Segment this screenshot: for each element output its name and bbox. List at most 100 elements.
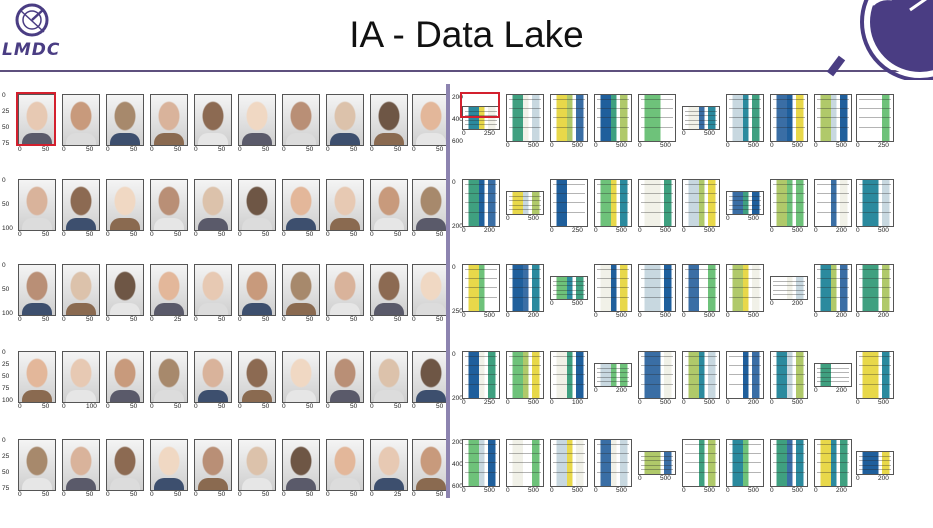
face-thumbnail [370, 179, 408, 231]
doc-y-tick: 0 [452, 264, 456, 271]
document-line [773, 356, 805, 357]
face-x-tick: 0 [150, 491, 154, 498]
document-thumbnail [550, 94, 588, 142]
document-line [859, 469, 891, 471]
face-x-tick: 0 [194, 146, 198, 153]
document-line [465, 124, 497, 126]
doc-x-tick: 0 [462, 399, 466, 406]
document-line [509, 209, 541, 211]
face-thumbnail [150, 179, 188, 231]
doc-x-tick: 0 [638, 399, 642, 406]
face-y-tick: 25 [2, 108, 10, 115]
doc-x-tick: 200 [528, 312, 539, 319]
face-shoulders [374, 218, 404, 230]
doc-x-tick: 500 [748, 142, 759, 149]
document-line [859, 99, 891, 100]
document-line [465, 211, 497, 213]
doc-x-tick: 500 [528, 399, 539, 406]
face-thumbnail [412, 351, 450, 403]
doc-y-tick: 250 [452, 308, 463, 315]
doc-x-tick: 500 [748, 215, 759, 222]
doc-x-tick: 200 [878, 475, 889, 482]
face-x-tick: 50 [86, 146, 94, 153]
doc-y-tick: 200 [452, 94, 463, 101]
face-shoulders [242, 133, 272, 145]
document-line [685, 471, 717, 473]
face-x-tick: 50 [262, 146, 270, 153]
face-shoulders [154, 478, 184, 490]
face-x-tick: 0 [18, 231, 22, 238]
panel-divider [446, 84, 450, 498]
face-x-tick: 50 [218, 146, 226, 153]
document-thumbnail [462, 351, 500, 399]
document-line [817, 211, 849, 213]
document-line [685, 115, 717, 117]
face-shoulders [374, 390, 404, 402]
document-line [859, 202, 891, 204]
face-x-tick: 0 [106, 491, 110, 498]
doc-y-tick: 200 [452, 439, 463, 446]
document-line [509, 117, 541, 119]
face-x-tick: 50 [42, 403, 50, 410]
document-thumbnail [462, 106, 500, 130]
doc-x-tick: 0 [594, 312, 598, 319]
document-line [817, 376, 849, 378]
face-shoulders [198, 133, 228, 145]
face-x-tick: 25 [394, 491, 402, 498]
face-thumbnail [370, 94, 408, 146]
document-line [597, 453, 629, 455]
document-line [729, 200, 761, 202]
face-thumbnail [238, 264, 276, 316]
doc-x-tick: 0 [770, 300, 774, 307]
document-thumbnail [462, 439, 500, 487]
logo-text: LMDC [2, 40, 61, 60]
document-line [597, 296, 629, 298]
document-line [859, 278, 891, 280]
document-line [729, 196, 761, 197]
face-x-tick: 50 [130, 316, 138, 323]
doc-x-tick: 500 [660, 142, 671, 149]
document-line [817, 372, 849, 374]
face-shoulders [330, 303, 360, 315]
document-thumbnail [770, 94, 808, 142]
face-x-tick: 50 [42, 316, 50, 323]
lmdc-logo-icon [15, 3, 49, 37]
doc-x-tick: 500 [704, 399, 715, 406]
face-y-tick: 100 [2, 310, 13, 317]
face-x-tick: 0 [238, 146, 242, 153]
document-line [773, 383, 805, 385]
face-x-tick: 50 [394, 146, 402, 153]
doc-x-tick: 500 [792, 142, 803, 149]
doc-x-tick: 200 [878, 312, 889, 319]
face-shoulders [242, 478, 272, 490]
document-line [773, 285, 805, 287]
document-line [597, 99, 629, 100]
doc-x-tick: 500 [616, 227, 627, 234]
face-x-tick: 50 [350, 146, 358, 153]
document-line [553, 444, 585, 445]
face-thumbnail [282, 351, 320, 403]
face-x-tick: 0 [62, 491, 66, 498]
document-line [597, 184, 629, 185]
document-line [817, 368, 849, 369]
face-thumbnail [412, 264, 450, 316]
document-line [553, 193, 585, 195]
face-x-tick: 0 [412, 231, 416, 238]
document-line [685, 453, 717, 455]
doc-y-tick: 200 [452, 395, 463, 402]
document-line [729, 117, 761, 119]
doc-x-tick: 500 [616, 142, 627, 149]
document-line [817, 184, 849, 185]
document-line [817, 453, 849, 455]
document-line [509, 444, 541, 445]
face-thumbnail [18, 439, 56, 491]
document-line [553, 365, 585, 367]
document-line [729, 296, 761, 298]
face-shoulders [154, 303, 184, 315]
document-thumbnail [550, 439, 588, 487]
document-line [641, 469, 673, 471]
face-x-tick: 0 [150, 146, 154, 153]
doc-x-tick: 100 [572, 399, 583, 406]
doc-x-tick: 0 [462, 312, 466, 319]
document-line [859, 287, 891, 289]
